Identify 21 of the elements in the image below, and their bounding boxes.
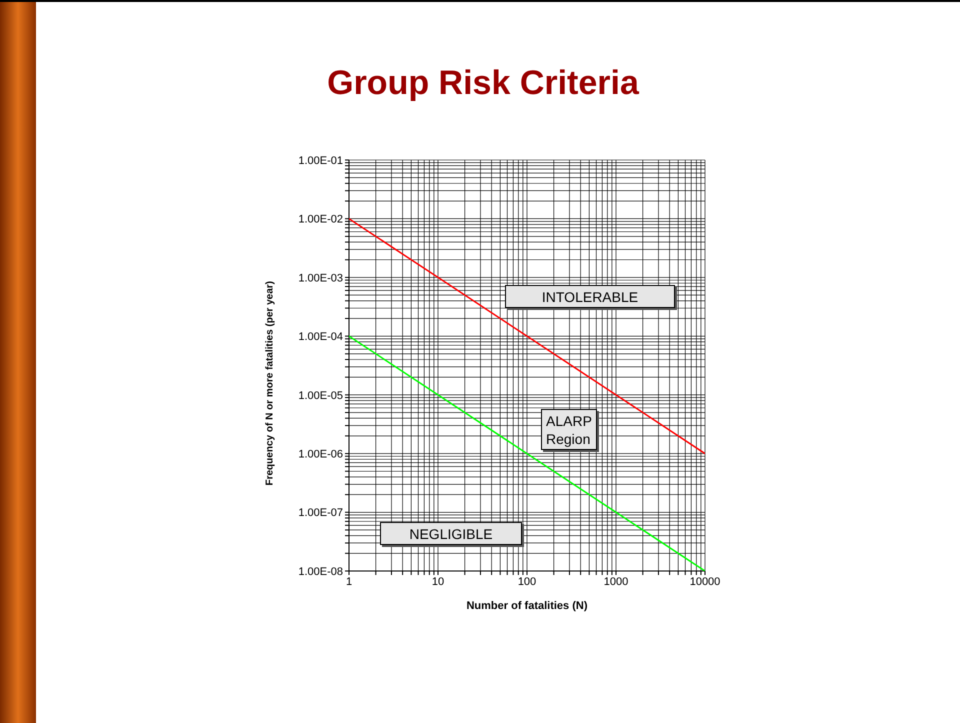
y-axis-title: Frequency of N or more fatalities (per year) (264, 280, 276, 486)
x-tick-label: 100 (518, 576, 536, 588)
x-tick-label: 1000 (604, 576, 628, 588)
x-axis-title: Number of fatalities (N) (466, 600, 588, 612)
annotation: INTOLERABLE (542, 288, 638, 306)
chart-title: Group Risk Criteria (326, 64, 640, 103)
y-tick-label: 1.00E-01 (298, 154, 343, 167)
x-tick-label: 10 (432, 576, 444, 588)
annotation: NEGLIGIBLE (409, 524, 493, 542)
text-box: INTOLERABLE (505, 285, 675, 308)
text-box: ALARP Region (541, 409, 597, 450)
x-tick-label: 1 (346, 576, 352, 588)
y-tick-label: 1.00E-07 (298, 507, 343, 520)
y-tick-label: 1.00E-08 (298, 566, 343, 578)
y-tick-label: 1.00E-03 (298, 272, 343, 284)
y-tick-label: 1.00E-05 (298, 390, 343, 402)
x-tick-label: 10000 (690, 576, 720, 588)
y-tick-label: 1.00E-06 (298, 448, 343, 460)
text-box: NEGLIGIBLE (380, 522, 522, 545)
y-tick-label: 1.00E-04 (298, 331, 343, 344)
y-tick-label: 1.00E-02 (298, 214, 343, 226)
